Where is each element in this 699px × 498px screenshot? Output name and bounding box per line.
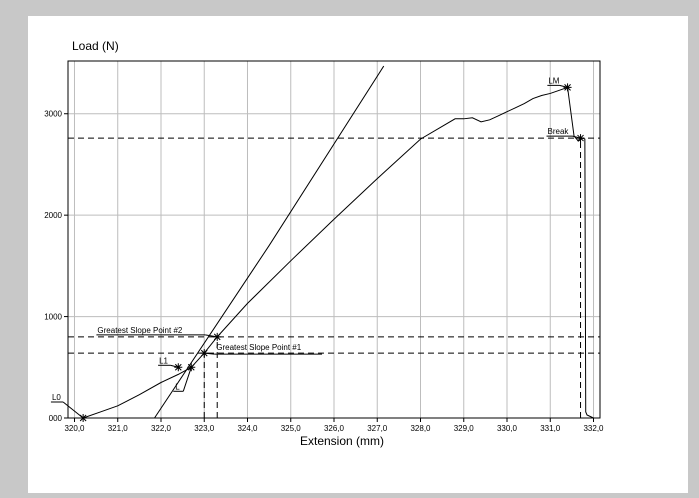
marker: L xyxy=(173,363,196,392)
marker: Greatest Slope Point #1 xyxy=(200,343,323,358)
y-tick-label: 1000 xyxy=(44,313,62,322)
x-tick-label: 327,0 xyxy=(367,424,388,433)
x-tick-label: 322,0 xyxy=(151,424,172,433)
marker-label: LM xyxy=(548,76,559,85)
tick-labels: 320,0 321,0 322,0 323,0 324,0 325,0 326,0 327,0… xyxy=(44,110,604,433)
slope-line xyxy=(154,65,385,419)
leader-line xyxy=(62,401,84,419)
leader-line xyxy=(204,352,215,355)
series-lines xyxy=(82,65,594,419)
x-tick-label: 325,0 xyxy=(281,424,302,433)
x-tick-label: 331,0 xyxy=(540,424,561,433)
x-tick-label: 323,0 xyxy=(194,424,215,433)
y-tick-label: 000 xyxy=(49,414,63,423)
markers: L0 L1 L Greatest Slope Point #1 Greatest Slo… xyxy=(50,76,585,422)
leader-line xyxy=(182,367,192,392)
marker-label: Break xyxy=(548,127,570,136)
marker-star xyxy=(576,134,585,143)
y-tick-label: 2000 xyxy=(44,211,62,220)
x-tick-label: 332,0 xyxy=(583,424,604,433)
y-axis-label: Load (N) xyxy=(72,39,119,53)
chart: L0 L1 L Greatest Slope Point #1 Greatest Slo… xyxy=(44,39,604,448)
marker-label: L xyxy=(175,382,180,391)
x-tick-label: 328,0 xyxy=(410,424,431,433)
x-tick-label: 329,0 xyxy=(454,424,475,433)
x-tick-label: 324,0 xyxy=(237,424,258,433)
marker-label: Greatest Slope Point #1 xyxy=(216,343,301,352)
reference-lines xyxy=(68,137,600,418)
marker-star xyxy=(174,363,183,372)
chart-frame: L0 L1 L Greatest Slope Point #1 Greatest Slo… xyxy=(28,16,688,493)
grid xyxy=(68,61,600,418)
y-tick-label: 3000 xyxy=(44,110,62,119)
x-tick-label: 320,0 xyxy=(64,424,85,433)
marker-star xyxy=(213,332,222,341)
marker: Break xyxy=(546,127,585,143)
leader-line xyxy=(170,364,179,368)
marker: L1 xyxy=(158,356,183,372)
x-tick-label: 330,0 xyxy=(497,424,518,433)
leader-line xyxy=(559,84,568,88)
x-tick-label: 321,0 xyxy=(108,424,129,433)
marker-label: Greatest Slope Point #2 xyxy=(97,326,182,335)
marker-label: L0 xyxy=(52,393,61,402)
marker: Greatest Slope Point #2 xyxy=(96,326,222,341)
leader-line xyxy=(205,334,218,338)
marker-label: L1 xyxy=(159,356,168,365)
leader-line xyxy=(572,135,581,139)
x-tick-label: 326,0 xyxy=(324,424,345,433)
marker: LM xyxy=(547,76,572,92)
x-axis-label: Extension (mm) xyxy=(300,434,384,448)
